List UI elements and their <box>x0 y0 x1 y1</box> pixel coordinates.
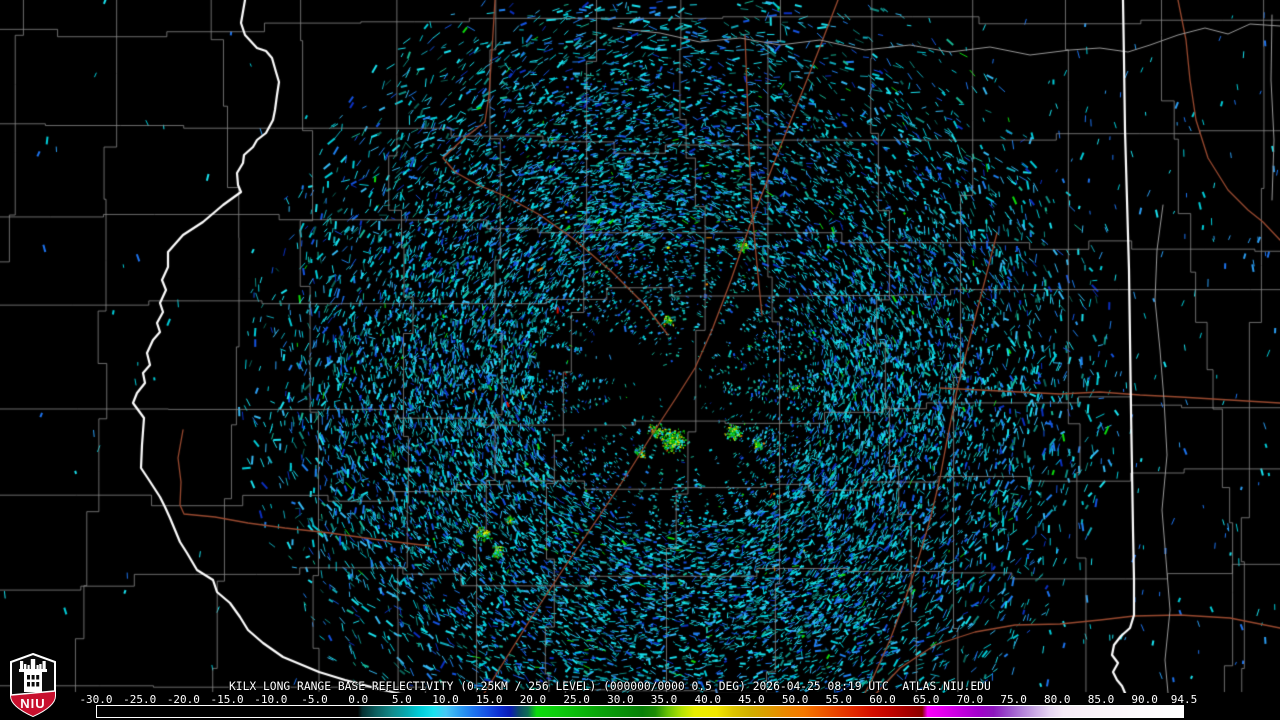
niu-band-edge <box>10 690 56 696</box>
colorbar-tick: -30.0 <box>79 693 113 706</box>
colorbar-tick: 25.0 <box>563 693 590 706</box>
niu-red-band <box>11 691 55 716</box>
colorbar-tick: 94.5 <box>1170 693 1198 706</box>
colorbar-tick: -5.0 <box>301 693 328 706</box>
colorbar-tick: -20.0 <box>166 693 200 706</box>
colorbar-tick: 75.0 <box>1000 693 1027 706</box>
product-title: KILX LONG RANGE BASE REFLECTIVITY (0.25K… <box>229 680 991 693</box>
colorbar-tick: 15.0 <box>476 693 503 706</box>
colorbar-tick: 40.0 <box>694 693 721 706</box>
colorbar-tick: 80.0 <box>1044 693 1071 706</box>
colorbar-tick: -10.0 <box>254 693 288 706</box>
colorbar-tick: 35.0 <box>650 693 678 706</box>
colorbar-tick: 0.0 <box>348 693 369 706</box>
niu-castle-windows <box>27 675 40 687</box>
colorbar-tick: 10.0 <box>432 693 459 706</box>
colorbar-tick: 50.0 <box>781 693 809 706</box>
colorbar-tick: 65.0 <box>912 693 940 706</box>
niu-logo: NIU <box>10 653 56 717</box>
colorbar-tick: 70.0 <box>956 693 984 706</box>
colorbar-tick: 85.0 <box>1087 693 1115 706</box>
colorbar-tick: 5.0 <box>391 693 412 706</box>
colorbar-tick: 30.0 <box>607 693 634 706</box>
colorbar-tick: 45.0 <box>738 693 765 706</box>
colorbar-band: -30.0 -25.0 -20.0 -15.0 -10.0 -5.0 0.0 5.0 10.0 1… <box>0 693 1280 720</box>
colorbar-tick-labels: -30.0 -25.0 -20.0 -15.0 -10.0 -5.0 0.0 5.0 10.0 1… <box>0 694 1280 705</box>
niu-letters: NIU <box>20 696 45 711</box>
colorbar-tick: -25.0 <box>123 693 157 706</box>
colorbar-tick: 90.0 <box>1131 693 1158 706</box>
colorbar-tick: 60.0 <box>869 693 896 706</box>
colorbar-tick: 55.0 <box>825 693 853 706</box>
colorbar-tick: -15.0 <box>210 693 244 706</box>
reflectivity-colorbar <box>96 705 1184 718</box>
colorbar-tick: 20.0 <box>519 693 547 706</box>
